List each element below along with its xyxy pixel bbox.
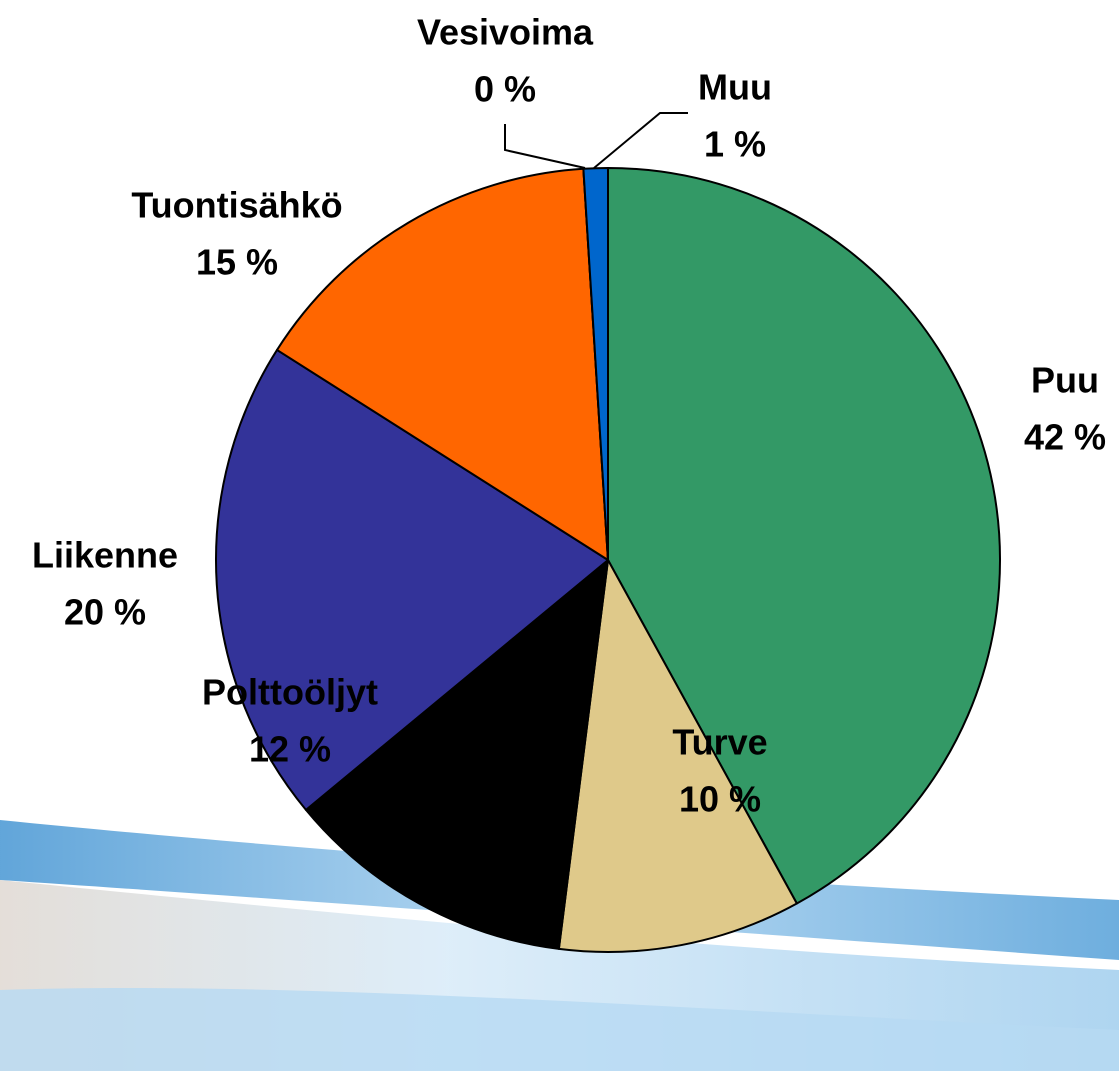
slice-label: Turve [672,722,767,763]
slice-label: Puu [1031,360,1099,401]
slice-label: Vesivoima [417,12,594,53]
value-label: 15 % [196,242,278,283]
value-label: 0 % [474,69,536,110]
value-label: 20 % [64,592,146,633]
leader-lines [505,113,688,168]
pie [216,168,1000,952]
value-label: 42 % [1024,417,1106,458]
value-label: 12 % [249,729,331,770]
slice-label: Muu [698,67,772,108]
chart: Puu 42 % Turve 10 % Polttoöljyt 12 % Liikenne 2… [0,0,1119,1071]
slice-label: Liikenne [32,535,178,576]
slice-label: Tuontisähkö [131,185,342,226]
slice-label: Polttoöljyt [202,672,378,713]
value-label: 1 % [704,124,766,165]
value-label: 10 % [679,779,761,820]
